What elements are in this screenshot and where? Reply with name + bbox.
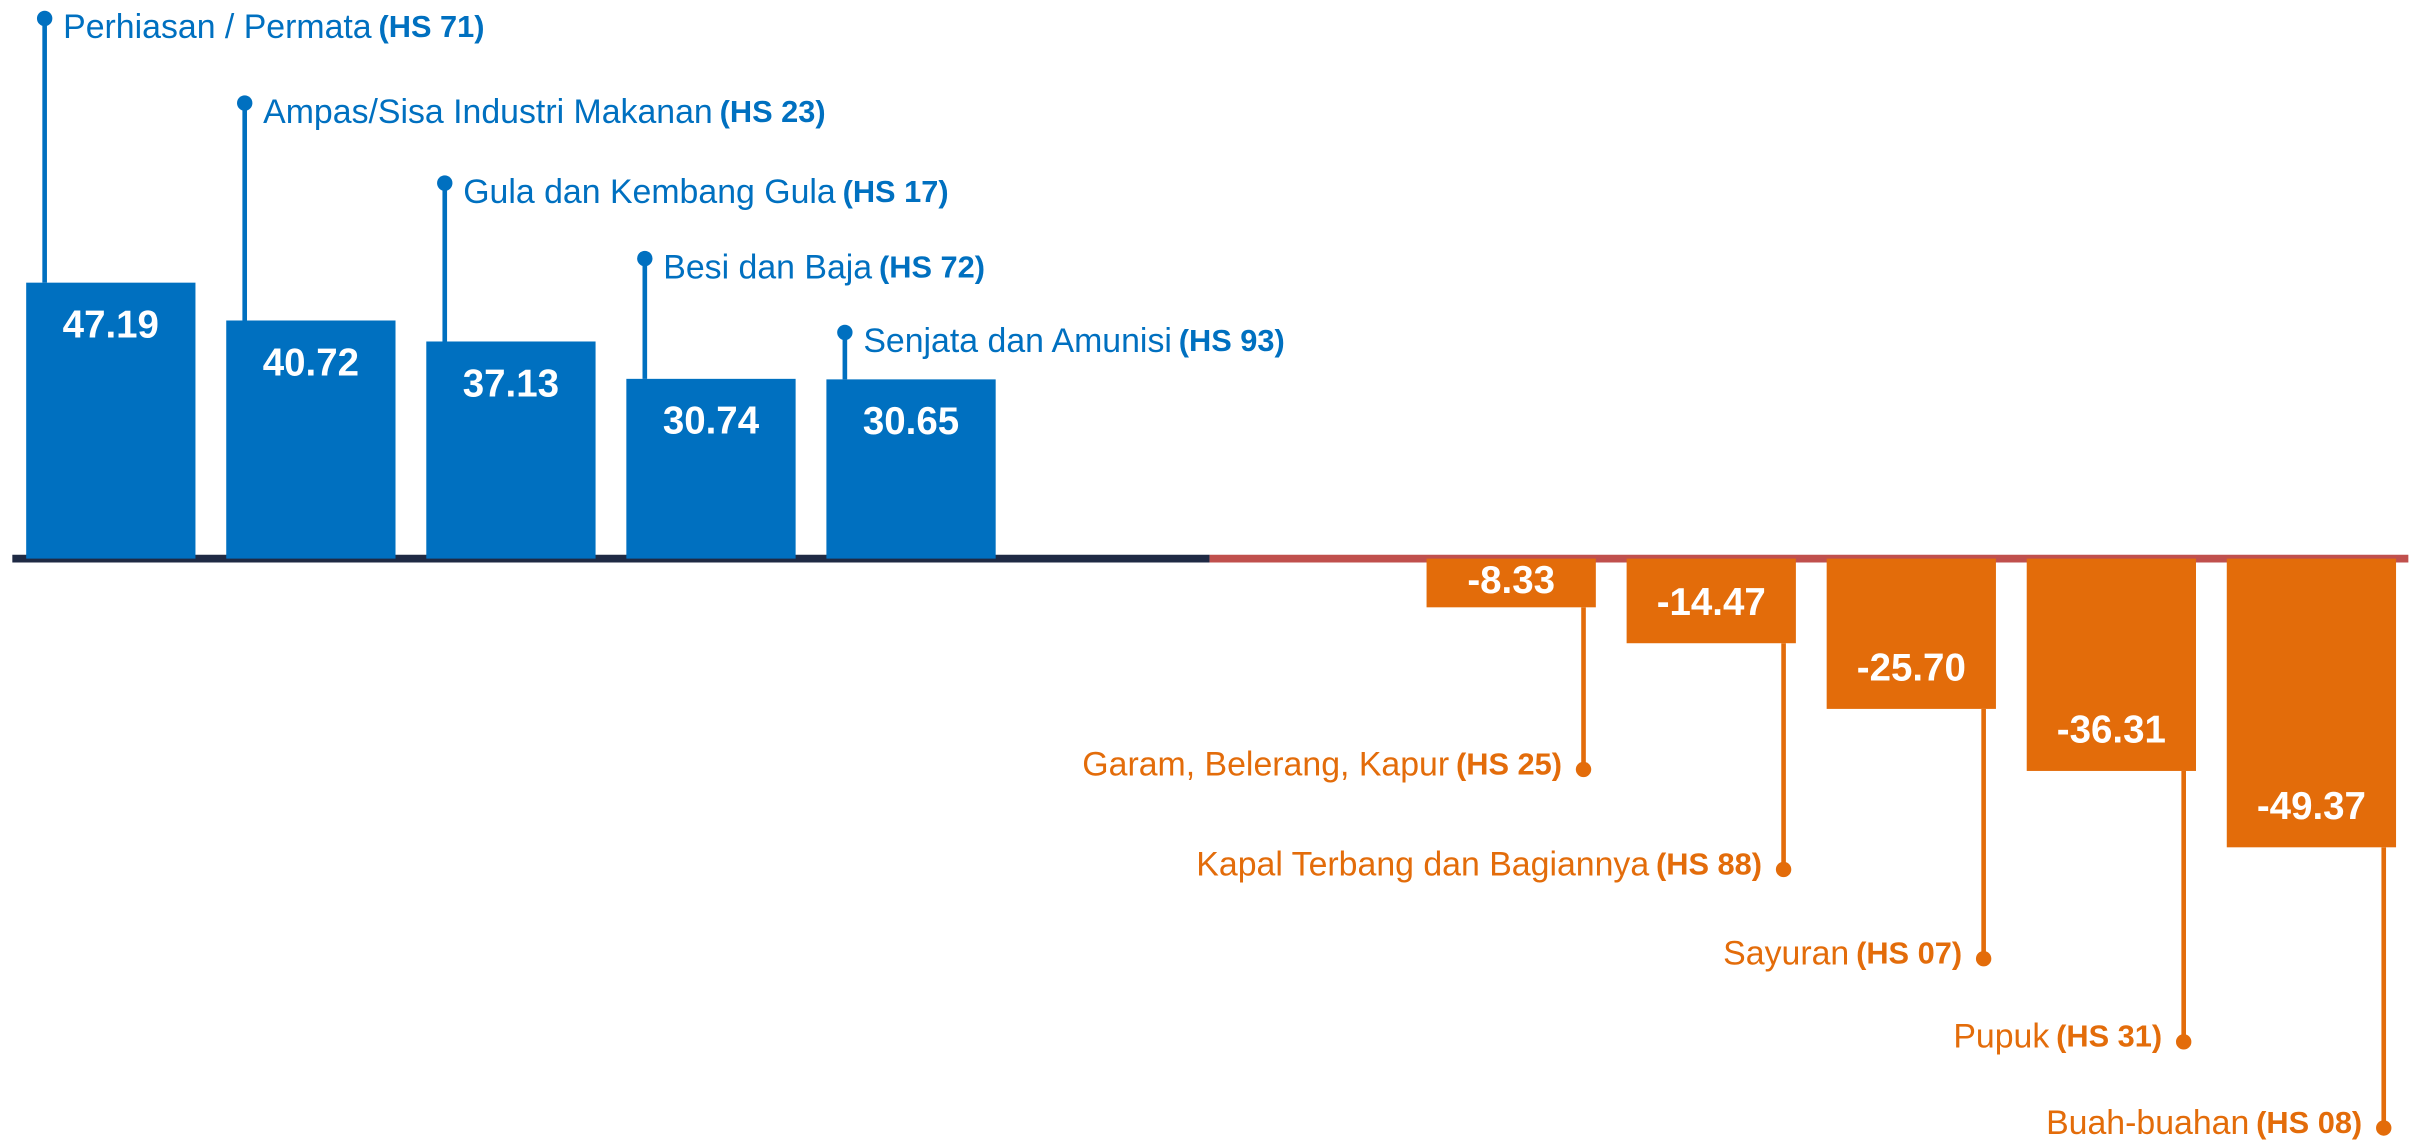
category-code: (HS 31) — [2056, 1019, 2162, 1054]
category-name: Garam, Belerang, Kapur — [1082, 745, 1449, 783]
bar — [1426, 558, 1596, 608]
category-name: Kapal Terbang dan Bagiannya — [1196, 845, 1649, 883]
category-label: Kapal Terbang dan Bagiannya (HS 88) — [1196, 845, 1762, 883]
value-label: 40.72 — [263, 341, 359, 384]
category-name: Sayuran — [1723, 935, 1849, 973]
bar — [1826, 558, 1996, 709]
leader-dot — [237, 95, 253, 111]
leader-dot — [637, 250, 653, 267]
leader-dot — [437, 175, 453, 191]
bar — [626, 378, 796, 559]
category-name: Buah-buahan — [2046, 1104, 2249, 1142]
leader-dot — [1575, 761, 1592, 778]
category-code: (HS 23) — [720, 94, 826, 129]
category-label: Senjata dan Amunisi (HS 93) — [863, 322, 1284, 360]
value-label: -49.37 — [2257, 785, 2366, 828]
bar — [2026, 558, 2196, 771]
value-label: 47.19 — [63, 303, 159, 346]
bar — [226, 320, 396, 559]
category-code: (HS 88) — [1656, 847, 1762, 882]
category-label: Ampas/Sisa Industri Makanan (HS 23) — [263, 93, 825, 131]
value-label: 37.13 — [463, 362, 559, 405]
category-code: (HS 71) — [378, 9, 484, 44]
value-label: 30.65 — [863, 400, 959, 443]
category-label: Besi dan Baja (HS 72) — [663, 248, 985, 286]
leader-dot — [837, 324, 853, 341]
bar — [26, 282, 196, 559]
value-label: -8.33 — [1467, 559, 1555, 602]
category-code: (HS 07) — [1856, 936, 1962, 971]
bar — [1626, 558, 1796, 644]
category-code: (HS 25) — [1456, 746, 1562, 781]
leader-dot — [2175, 1034, 2192, 1050]
category-name: Pupuk — [1953, 1018, 2049, 1056]
category-name: Senjata dan Amunisi — [863, 322, 1172, 360]
leader-dot — [1775, 861, 1792, 878]
category-label: Sayuran (HS 07) — [1723, 935, 1962, 973]
category-name: Ampas/Sisa Industri Makanan — [263, 93, 713, 131]
category-label: Perhiasan / Permata (HS 71) — [63, 8, 484, 46]
category-label: Gula dan Kembang Gula (HS 17) — [463, 173, 948, 211]
category-label: Buah-buahan (HS 08) — [2046, 1104, 2362, 1142]
bar — [826, 379, 996, 559]
bar — [2226, 558, 2397, 848]
category-code: (HS 17) — [843, 174, 949, 209]
category-name: Perhiasan / Permata — [63, 8, 372, 46]
category-code: (HS 72) — [879, 249, 985, 284]
category-name: Gula dan Kembang Gula — [463, 173, 836, 211]
value-label: -36.31 — [2057, 709, 2166, 752]
leader-dot — [36, 10, 53, 27]
value-label: -14.47 — [1657, 581, 1766, 624]
value-label: -25.70 — [1857, 647, 1966, 690]
value-label: 30.74 — [663, 400, 760, 443]
category-name: Besi dan Baja — [663, 248, 872, 286]
category-label: Garam, Belerang, Kapur (HS 25) — [1082, 745, 1562, 783]
category-code: (HS 93) — [1179, 323, 1285, 358]
leader-dot — [1975, 951, 1992, 967]
category-code: (HS 08) — [2256, 1105, 2362, 1140]
bar — [426, 341, 596, 559]
leader-dot — [2376, 1120, 2392, 1136]
category-label: Pupuk (HS 31) — [1953, 1018, 2162, 1056]
